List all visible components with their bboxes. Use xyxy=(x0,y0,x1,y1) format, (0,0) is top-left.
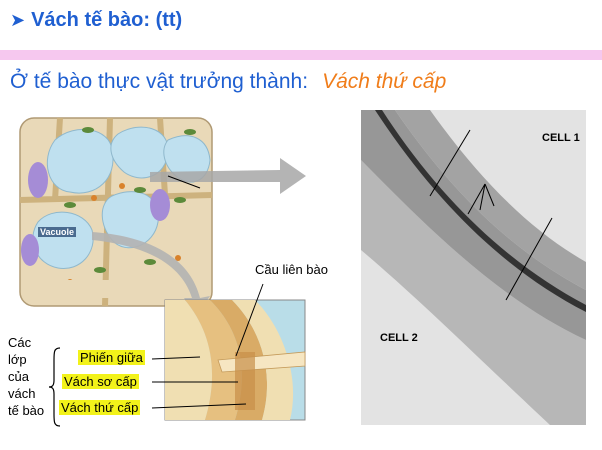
nucleus-shape xyxy=(150,189,170,221)
layers-brace xyxy=(48,347,61,427)
label-middle-lamella: Phiến giữa xyxy=(78,350,145,365)
vacuole-shape xyxy=(32,211,94,269)
layers-caption-line: lớp xyxy=(8,352,27,367)
nucleus-shape xyxy=(21,234,39,266)
nucleus-shape xyxy=(28,162,48,198)
wall-layer-zoom-inset xyxy=(164,299,306,421)
label-secondary-wall: Vách thứ cấp xyxy=(59,400,141,415)
layers-caption-line: vách xyxy=(8,386,36,401)
layers-caption-line: Các xyxy=(8,335,32,350)
plant-tissue-illustration xyxy=(19,117,213,307)
layers-caption-line: tế bào xyxy=(8,403,45,418)
pointer-arrow-right xyxy=(150,158,306,194)
label-primary-wall: Vách sơ cấp xyxy=(62,374,139,389)
layers-caption: Các lớp của vách tế bào xyxy=(8,334,44,419)
subtitle-main: Ở tế bào thực vật trưởng thành: xyxy=(10,70,309,93)
layers-caption-line: của xyxy=(8,369,29,384)
cell-wall-diagram xyxy=(19,110,586,425)
vacuole-label: Vacuole xyxy=(38,227,77,237)
arrow-bullet-icon: ➤ xyxy=(10,9,26,31)
slide-title-row: ➤ Vách tế bào: (tt) xyxy=(10,6,182,34)
subtitle-accent: Vách thứ cấp xyxy=(322,70,447,93)
title-divider-band xyxy=(0,50,602,60)
slide-subtitle: Ở tế bào thực vật trưởng thành: Vách thứ … xyxy=(10,70,446,94)
vacuole-shape xyxy=(46,128,114,194)
micrograph-cell1-label: CELL 1 xyxy=(542,132,580,144)
micrograph-cell2-label: CELL 2 xyxy=(380,332,418,344)
slide-title: Vách tế bào: (tt) xyxy=(31,8,183,31)
cell-wall-micrograph xyxy=(361,110,586,425)
plasmodesma-label: Cầu liên bào xyxy=(255,262,328,277)
